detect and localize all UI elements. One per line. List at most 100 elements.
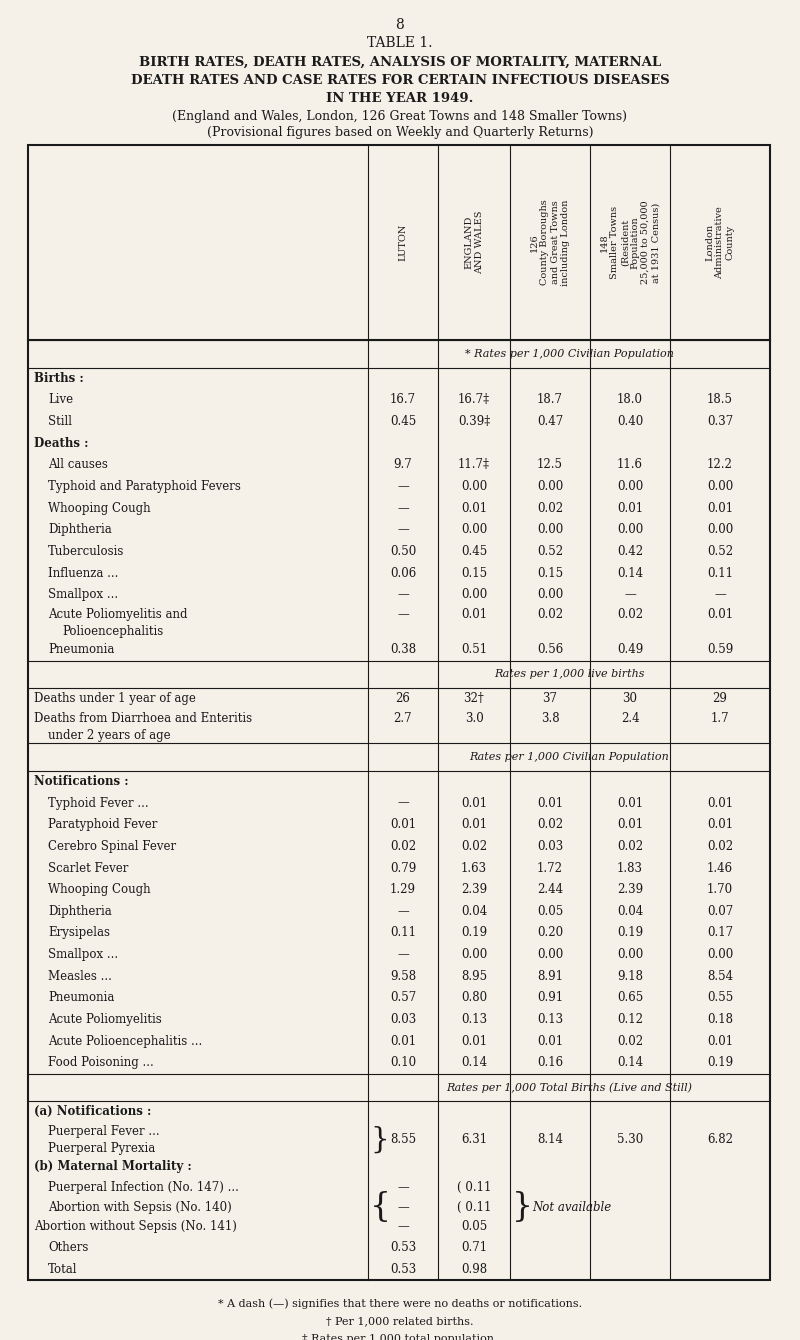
Text: 0.11: 0.11: [707, 567, 733, 579]
Text: ( 0.11: ( 0.11: [457, 1181, 491, 1194]
Text: Scarlet Fever: Scarlet Fever: [48, 862, 128, 875]
Text: Births :: Births :: [34, 371, 84, 385]
Text: 0.56: 0.56: [537, 643, 563, 657]
Text: —: —: [397, 501, 409, 515]
Text: DEATH RATES AND CASE RATES FOR CERTAIN INFECTIOUS DISEASES: DEATH RATES AND CASE RATES FOR CERTAIN I…: [130, 74, 670, 87]
Text: 2.7: 2.7: [394, 712, 412, 725]
Text: 0.00: 0.00: [617, 947, 643, 961]
Text: 6.31: 6.31: [461, 1132, 487, 1146]
Text: 0.05: 0.05: [537, 905, 563, 918]
Text: 0.15: 0.15: [537, 567, 563, 579]
Text: 0.04: 0.04: [617, 905, 643, 918]
Text: 0.11: 0.11: [390, 926, 416, 939]
Text: 0.01: 0.01: [707, 1034, 733, 1048]
Text: Notifications :: Notifications :: [34, 775, 129, 788]
Text: 0.00: 0.00: [707, 947, 733, 961]
Text: IN THE YEAR 1949.: IN THE YEAR 1949.: [326, 92, 474, 105]
Text: 0.05: 0.05: [461, 1221, 487, 1233]
Text: —: —: [714, 588, 726, 602]
Text: 0.49: 0.49: [617, 643, 643, 657]
Text: 0.15: 0.15: [461, 567, 487, 579]
Text: 0.19: 0.19: [617, 926, 643, 939]
Text: Food Poisoning ...: Food Poisoning ...: [48, 1056, 154, 1069]
Text: 0.02: 0.02: [461, 840, 487, 852]
Text: 0.37: 0.37: [707, 415, 733, 427]
Text: * Rates per 1,000 Civilian Population: * Rates per 1,000 Civilian Population: [465, 348, 674, 359]
Text: Rates per 1,000 live births: Rates per 1,000 live births: [494, 669, 644, 679]
Bar: [28, 145, 770, 1280]
Text: 3.8: 3.8: [541, 712, 559, 725]
Text: 30: 30: [622, 693, 638, 705]
Text: 0.00: 0.00: [461, 947, 487, 961]
Text: 37: 37: [542, 693, 558, 705]
Text: * A dash (—) signifies that there were no deaths or notifications.: * A dash (—) signifies that there were n…: [218, 1298, 582, 1309]
Text: 3.0: 3.0: [465, 712, 483, 725]
Text: 0.03: 0.03: [537, 840, 563, 852]
Text: 0.52: 0.52: [537, 545, 563, 557]
Text: 0.59: 0.59: [707, 643, 733, 657]
Text: 0.79: 0.79: [390, 862, 416, 875]
Text: 18.5: 18.5: [707, 394, 733, 406]
Text: 0.02: 0.02: [537, 501, 563, 515]
Text: Still: Still: [48, 415, 72, 427]
Text: 8: 8: [396, 17, 404, 32]
Text: Deaths from Diarrhoea and Enteritis: Deaths from Diarrhoea and Enteritis: [34, 712, 252, 725]
Text: 0.01: 0.01: [461, 501, 487, 515]
Text: 0.02: 0.02: [617, 608, 643, 620]
Text: Rates per 1,000 Civilian Population: Rates per 1,000 Civilian Population: [469, 752, 669, 762]
Text: Abortion without Sepsis (No. 141): Abortion without Sepsis (No. 141): [34, 1221, 237, 1233]
Text: 0.00: 0.00: [707, 480, 733, 493]
Text: Smallpox ...: Smallpox ...: [48, 588, 118, 602]
Text: 32†: 32†: [464, 693, 484, 705]
Text: Influenza ...: Influenza ...: [48, 567, 118, 579]
Text: 0.00: 0.00: [461, 588, 487, 602]
Text: (a) Notifications :: (a) Notifications :: [34, 1106, 151, 1119]
Text: 0.02: 0.02: [617, 1034, 643, 1048]
Text: 18.0: 18.0: [617, 394, 643, 406]
Text: Typhoid Fever ...: Typhoid Fever ...: [48, 796, 149, 809]
Text: 2.39: 2.39: [617, 883, 643, 896]
Text: 148
Smaller Towns
(Resident
Population
25,000 to 50,000
at 1931 Census): 148 Smaller Towns (Resident Population 2…: [599, 201, 661, 284]
Text: 0.65: 0.65: [617, 992, 643, 1004]
Text: 8.55: 8.55: [390, 1132, 416, 1146]
Text: 0.20: 0.20: [537, 926, 563, 939]
Text: 11.6: 11.6: [617, 458, 643, 472]
Text: 9.7: 9.7: [394, 458, 412, 472]
Text: Rates per 1,000 Total Births (Live and Still): Rates per 1,000 Total Births (Live and S…: [446, 1081, 692, 1092]
Text: Paratyphoid Fever: Paratyphoid Fever: [48, 819, 158, 831]
Text: 1.70: 1.70: [707, 883, 733, 896]
Text: 1.29: 1.29: [390, 883, 416, 896]
Text: 0.02: 0.02: [617, 840, 643, 852]
Text: 0.38: 0.38: [390, 643, 416, 657]
Text: 16.7‡: 16.7‡: [458, 394, 490, 406]
Text: 0.14: 0.14: [461, 1056, 487, 1069]
Text: 1.83: 1.83: [617, 862, 643, 875]
Text: —: —: [397, 905, 409, 918]
Text: 0.01: 0.01: [461, 819, 487, 831]
Text: —: —: [397, 1221, 409, 1233]
Text: Others: Others: [48, 1241, 88, 1254]
Text: —: —: [397, 608, 409, 620]
Text: 0.39‡: 0.39‡: [458, 415, 490, 427]
Text: (Provisional figures based on Weekly and Quarterly Returns): (Provisional figures based on Weekly and…: [206, 126, 594, 139]
Text: 2.44: 2.44: [537, 883, 563, 896]
Text: 0.02: 0.02: [537, 819, 563, 831]
Text: 0.52: 0.52: [707, 545, 733, 557]
Text: 0.19: 0.19: [461, 926, 487, 939]
Text: Acute Poliomyelitis: Acute Poliomyelitis: [48, 1013, 162, 1026]
Text: 0.42: 0.42: [617, 545, 643, 557]
Text: —: —: [397, 947, 409, 961]
Text: 0.00: 0.00: [461, 480, 487, 493]
Text: Live: Live: [48, 394, 73, 406]
Text: Deaths under 1 year of age: Deaths under 1 year of age: [34, 693, 196, 705]
Text: Acute Polioencephalitis ...: Acute Polioencephalitis ...: [48, 1034, 202, 1048]
Text: All causes: All causes: [48, 458, 108, 472]
Text: 0.01: 0.01: [617, 819, 643, 831]
Text: —: —: [397, 480, 409, 493]
Text: Cerebro Spinal Fever: Cerebro Spinal Fever: [48, 840, 176, 852]
Text: 0.00: 0.00: [537, 480, 563, 493]
Text: BIRTH RATES, DEATH RATES, ANALYSIS OF MORTALITY, MATERNAL: BIRTH RATES, DEATH RATES, ANALYSIS OF MO…: [139, 56, 661, 68]
Text: 0.98: 0.98: [461, 1262, 487, 1276]
Text: Polioencephalitis: Polioencephalitis: [62, 624, 163, 638]
Text: 0.45: 0.45: [461, 545, 487, 557]
